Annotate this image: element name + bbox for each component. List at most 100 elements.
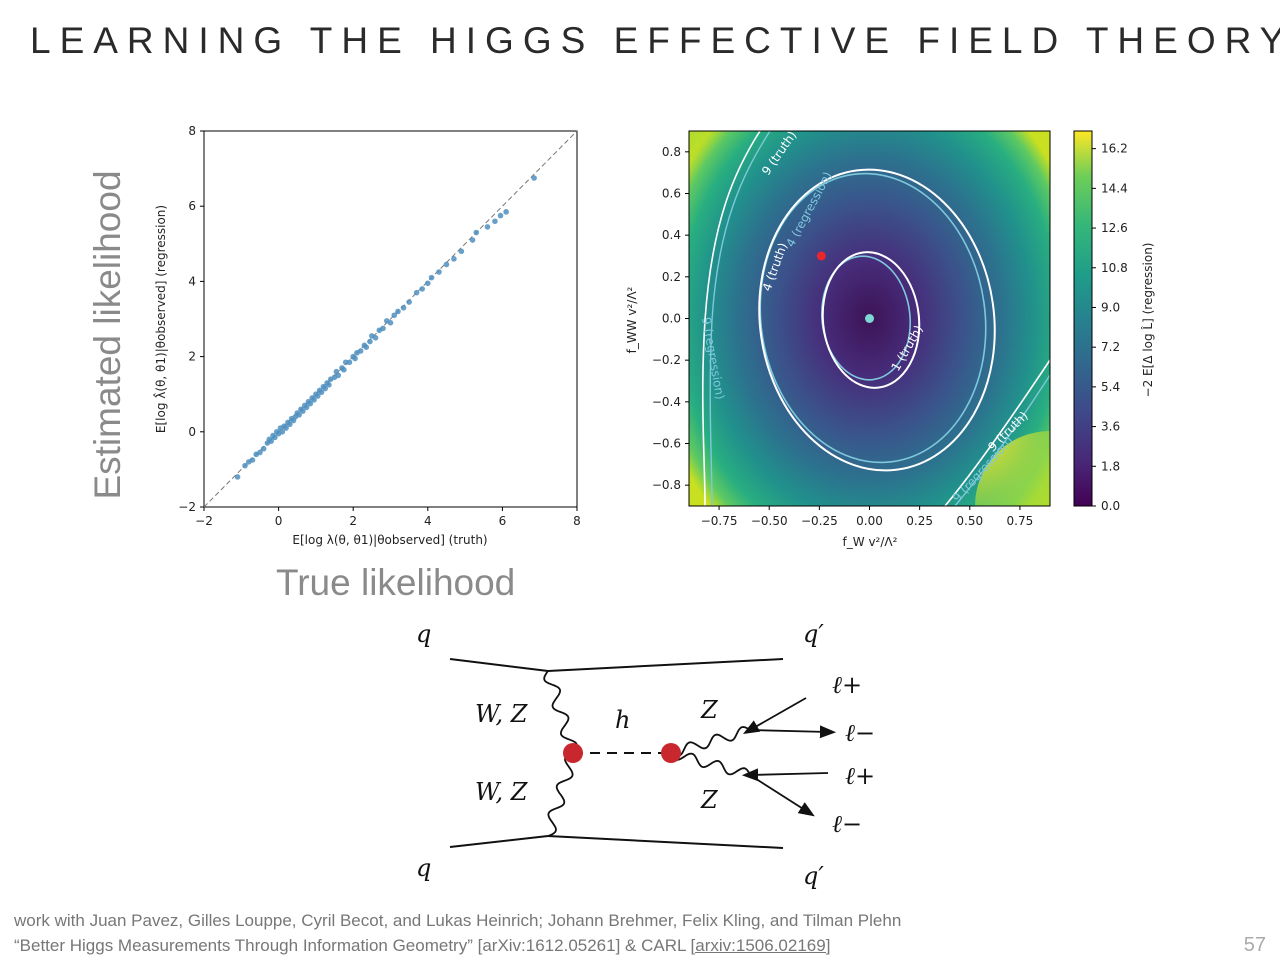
colorbar-tick-label: 3.6 <box>1101 420 1120 434</box>
scatter-y-tick-label: 6 <box>188 199 196 213</box>
heatmap-x-label: f_W v²/Λ² <box>843 535 898 549</box>
scatter-point <box>443 261 450 268</box>
heatmap-x-tick-label: −0.75 <box>701 514 738 528</box>
heatmap-x-tick-label: −0.25 <box>801 514 838 528</box>
scatter-point <box>346 359 353 366</box>
quark-line-bottom-out <box>547 835 784 849</box>
heatmap-y-tick-label: 0.4 <box>662 228 681 242</box>
scatter-y-tick-label: −2 <box>178 500 196 514</box>
footer-references: “Better Higgs Measurements Through Infor… <box>14 936 830 956</box>
scatter-point <box>234 474 241 480</box>
scatter-x-tick-label: 0 <box>275 514 283 528</box>
scatter-x-tick-label: −2 <box>195 514 213 528</box>
page-number: 57 <box>1243 934 1266 956</box>
scatter-point <box>451 256 457 262</box>
heatmap-y-tick-label: −0.8 <box>652 478 681 492</box>
heatmap-x-tick-label: −0.50 <box>751 514 788 528</box>
scatter-point <box>341 366 347 373</box>
scatter-point <box>260 445 267 452</box>
scatter-point <box>314 393 321 399</box>
colorbar-tick-label: 16.2 <box>1101 142 1128 156</box>
contour-9-truth-left <box>701 131 761 506</box>
scatter-point <box>436 269 442 275</box>
colorbar <box>1073 130 1093 507</box>
scatter-x-tick-label: 6 <box>499 514 507 528</box>
label-wz-top: W, Z <box>475 700 529 728</box>
lepton-line-1 <box>742 697 807 735</box>
z-line-bottom <box>670 752 751 776</box>
scatter-y-tick-label: 8 <box>188 124 196 138</box>
scatter-point <box>242 462 248 469</box>
footer-reference-text: “Better Higgs Measurements Through Infor… <box>14 936 691 955</box>
scatter-point <box>406 299 412 305</box>
label-z-bottom: Z <box>700 786 719 814</box>
label-q-out-bottom: q′ <box>803 862 824 890</box>
heatmap-x-tick-label: 0.25 <box>906 514 933 528</box>
label-q-in-top: q <box>416 620 431 648</box>
scatter-y-tick-label: 4 <box>188 274 196 288</box>
heatmap-y-tick-label: −0.4 <box>652 395 681 409</box>
label-q-in-bottom: q <box>416 854 431 882</box>
label-z-top: Z <box>700 696 719 724</box>
heatmap-x-tick-label: 0.75 <box>1007 514 1034 528</box>
scatter-point <box>303 404 310 411</box>
scatter-x-tick-label: 2 <box>349 514 357 528</box>
contour-1-truth <box>821 251 921 389</box>
vertex-hzz <box>661 743 681 763</box>
scatter-point <box>249 457 256 463</box>
heatmap-y-tick-label: 0.8 <box>662 145 681 159</box>
colorbar-tick-label: 1.8 <box>1101 459 1120 473</box>
heatmap-y-tick-label: 0.0 <box>662 312 681 326</box>
heatmap-x-tick-label: 0.00 <box>856 514 883 528</box>
colorbar-label: −2 E[Δ log L̂] (regression) <box>1141 243 1155 398</box>
scatter-y-tick-label: 2 <box>188 350 196 364</box>
scatter-x-tick-label: 4 <box>424 514 432 528</box>
quark-line-top-out <box>547 658 784 672</box>
footer-credits: work with Juan Pavez, Gilles Louppe, Cyr… <box>14 911 902 930</box>
heatmap-y-tick-label: −0.6 <box>652 437 681 451</box>
bottom-axis-label: True likelihood <box>276 562 516 603</box>
scatter-plot-frame <box>203 130 578 508</box>
heatmap-y-tick-label: −0.2 <box>652 353 681 367</box>
colorbar-tick-label: 12.6 <box>1101 221 1128 235</box>
vertex-vbf <box>563 743 583 763</box>
heatmap-y-tick-label: 0.2 <box>662 270 681 284</box>
scatter-point <box>380 325 386 332</box>
z-line-top <box>670 726 751 757</box>
heatmap-y-tick-label: 0.6 <box>662 187 681 201</box>
scatter-x-label: E[log λ(θ, θ1)|θobserved] (truth) <box>292 533 487 547</box>
scatter-point <box>283 425 289 431</box>
scatter-point <box>352 355 358 362</box>
colorbar-tick-label: 0.0 <box>1101 499 1120 513</box>
scatter-point <box>322 385 329 392</box>
scatter-point <box>268 438 274 445</box>
scatter-point <box>272 434 278 441</box>
lepton-line-3 <box>741 768 829 782</box>
contour-4-regression <box>759 172 987 464</box>
colorbar-tick-label: 14.4 <box>1101 181 1128 195</box>
scatter-point <box>286 421 293 428</box>
scatter-point <box>458 248 465 255</box>
heatmap-corner-bottom-right <box>975 431 1050 506</box>
label-lepton-3: ℓ+ <box>845 762 875 790</box>
label-lepton-2: ℓ− <box>845 719 875 747</box>
scatter-point <box>395 308 401 315</box>
scatter-point <box>473 229 480 236</box>
quark-line-top-in <box>449 658 549 672</box>
heatmap-x-tick-label: 0.50 <box>956 514 983 528</box>
contour-9-regression-left <box>709 131 771 506</box>
scatter-point <box>318 389 325 396</box>
marker-reference <box>816 251 826 261</box>
scatter-point <box>419 286 426 292</box>
colorbar-tick-label: 5.4 <box>1101 380 1120 394</box>
heatmap-y-label: f_WW v²/Λ² <box>625 286 639 353</box>
scatter-y-label: E[log λ̂(θ, θ1)|θobserved] (regression) <box>152 205 168 433</box>
scatter-point <box>279 429 286 435</box>
arxiv-link[interactable]: [arxiv:1506.02169] <box>690 936 831 955</box>
contour-9-regression-right <box>954 374 1050 506</box>
scatter-point <box>326 382 332 388</box>
scatter-y-tick-label: 0 <box>188 425 196 439</box>
lepton-line-2 <box>749 725 837 739</box>
